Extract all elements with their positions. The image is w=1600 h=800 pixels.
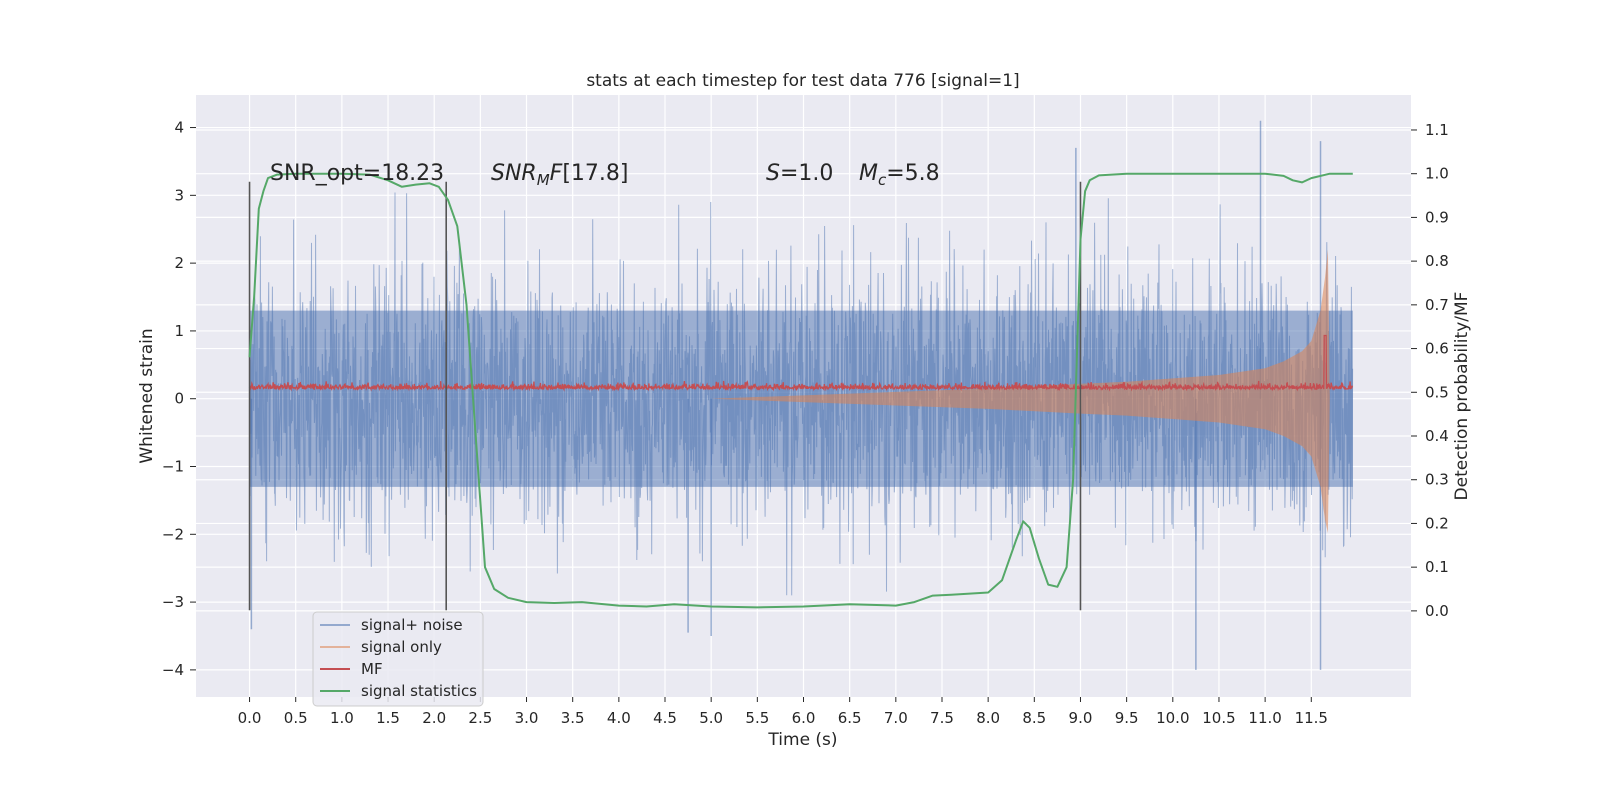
- legend-box: [312, 611, 484, 707]
- y-tick-labels: 4 3 2 1 0 −1 −2 −3 −4: [162, 119, 196, 679]
- y2-tick-label: 0.7: [1425, 296, 1449, 314]
- x-tick-label: 8.5: [1022, 709, 1046, 727]
- annotation-s-value: =1.0: [780, 161, 833, 186]
- x-tick-label: 2.5: [468, 709, 492, 727]
- legend-label-stats: signal statistics: [361, 682, 477, 700]
- annotation-mc: Mc=5.8: [859, 161, 940, 189]
- y2-tick-label: 0.6: [1425, 340, 1449, 358]
- y-tick-label: 0: [174, 390, 184, 408]
- legend-label-noise: signal+ noise: [361, 616, 463, 634]
- series-signal-only: [711, 249, 1330, 533]
- x-tick-label: 0.5: [284, 709, 308, 727]
- legend-label-mf: MF: [361, 660, 383, 678]
- y-tick-label: 2: [174, 254, 184, 272]
- chart-title: stats at each timestep for test data 776…: [586, 71, 1019, 91]
- y2-tick-label: 0.1: [1425, 558, 1449, 576]
- annotation-mc-value: =5.8: [886, 161, 939, 186]
- y2-tick-label: 1.1: [1425, 121, 1449, 139]
- series-mf: [248, 334, 1354, 392]
- y2-tick-label: 0.2: [1425, 514, 1449, 532]
- y2-tick-label: 0.8: [1425, 252, 1449, 270]
- x-tick-label: 7.0: [884, 709, 908, 727]
- x-tick-label: 10.0: [1156, 709, 1189, 727]
- y2-axis-label: Detection probability/MF: [1452, 292, 1472, 501]
- y-tick-label: −1: [162, 458, 184, 476]
- y2-tick-labels: 1.1 1.0 0.9 0.8 0.7 0.6 0.5 0.4 0.3 0.2 0.1 0.0: [1411, 121, 1449, 620]
- x-tick-label: 2.0: [422, 709, 446, 727]
- mf-trace: [248, 334, 1354, 392]
- y2-tick-label: 0.5: [1425, 383, 1449, 401]
- x-tick-label: 8.0: [976, 709, 1000, 727]
- x-tick-labels: 0.0 0.5 1.0 1.5 2.0 2.5 3.0 3.5 4.0 4.5 5.0 5.5 6.0 6…: [238, 697, 1328, 727]
- x-tick-label: 0.0: [238, 709, 262, 727]
- x-tick-label: 5.5: [745, 709, 769, 727]
- y-tick-label: −4: [162, 661, 184, 679]
- y-tick-label: 3: [174, 186, 184, 204]
- annotation-s: S=1.0: [766, 161, 833, 186]
- x-tick-label: 1.0: [330, 709, 354, 727]
- y-tick-label: 4: [174, 119, 184, 137]
- stats-line: [248, 172, 1353, 609]
- x-tick-label: 5.0: [699, 709, 723, 727]
- x-tick-label: 10.5: [1202, 709, 1235, 727]
- x-tick-label: 3.0: [515, 709, 539, 727]
- y2-tick-label: 0.3: [1425, 471, 1449, 489]
- annotation-snr-mf: SNRMF[17.8]: [491, 161, 628, 189]
- signal-envelope: [711, 249, 1330, 533]
- x-tick-label: 6.0: [792, 709, 816, 727]
- x-tick-label: 1.5: [376, 709, 400, 727]
- x-tick-label: 11.5: [1295, 709, 1328, 727]
- legend: signal+ noise signal only MF signal stat…: [312, 611, 484, 707]
- y-tick-label: −2: [162, 525, 184, 543]
- noise-trace: [249, 192, 1354, 596]
- x-tick-label: 9.0: [1069, 709, 1093, 727]
- x-tick-label: 9.5: [1115, 709, 1139, 727]
- y2-tick-label: 0.4: [1425, 427, 1449, 445]
- x-tick-label: 7.5: [930, 709, 954, 727]
- y-axis-label: Whitened strain: [137, 328, 157, 463]
- x-tick-label: 6.5: [838, 709, 862, 727]
- x-tick-label: 4.5: [653, 709, 677, 727]
- legend-label-signal: signal only: [361, 638, 442, 656]
- y-tick-label: 1: [174, 322, 184, 340]
- y2-tick-label: 0.9: [1425, 208, 1449, 226]
- y2-tick-label: 1.0: [1425, 165, 1449, 183]
- x-axis-label: Time (s): [767, 730, 837, 750]
- x-tick-label: 11.0: [1248, 709, 1281, 727]
- annotation-snr-opt: SNR_opt=18.23: [270, 161, 444, 186]
- annotation-snr-mf-value: [17.8]: [562, 161, 628, 186]
- x-tick-label: 3.5: [561, 709, 585, 727]
- x-tick-label: 4.0: [607, 709, 631, 727]
- y2-tick-label: 0.0: [1425, 602, 1449, 620]
- series-signal-statistics: [248, 172, 1353, 609]
- y-tick-label: −3: [162, 593, 184, 611]
